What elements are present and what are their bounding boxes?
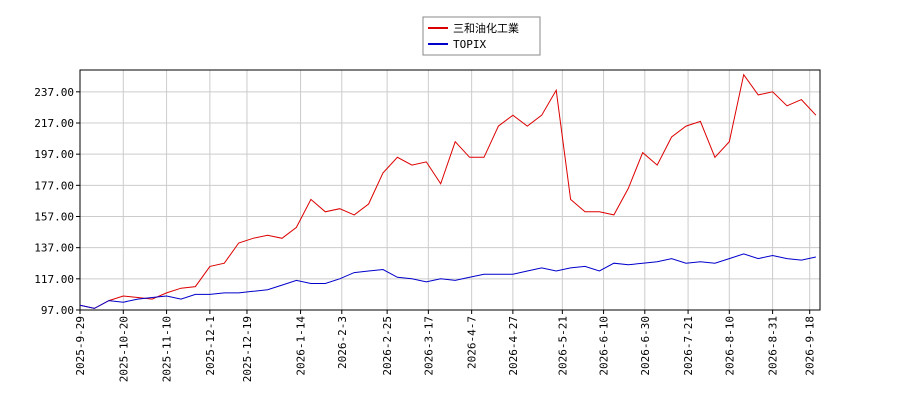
series-line bbox=[79, 253, 817, 309]
plot-frame bbox=[79, 69, 821, 311]
x-tick-label: 2026-8-10 bbox=[723, 316, 736, 376]
y-tick-label: 217.00 bbox=[34, 117, 74, 130]
x-tick-label: 2026-4-27 bbox=[507, 316, 520, 376]
y-tick-label: 197.00 bbox=[34, 148, 74, 161]
x-tick-label: 2026-2-3 bbox=[336, 316, 349, 369]
x-tick-label: 2025-10-20 bbox=[117, 316, 130, 382]
x-tick-label: 2026-2-25 bbox=[381, 316, 394, 376]
x-tick-label: 2025-11-10 bbox=[161, 316, 174, 382]
x-tick-label: 2025-12-1 bbox=[204, 316, 217, 376]
x-tick-label: 2026-1-14 bbox=[295, 316, 308, 376]
x-tick-label: 2025-9-29 bbox=[74, 316, 87, 376]
x-tick-label: 2026-6-30 bbox=[639, 316, 652, 376]
legend-label: TOPIX bbox=[453, 38, 486, 51]
x-tick-label: 2025-12-19 bbox=[241, 316, 254, 382]
x-tick-label: 2026-3-17 bbox=[422, 316, 435, 376]
y-tick-label: 117.00 bbox=[34, 273, 74, 286]
x-tick-label: 2026-6-10 bbox=[598, 316, 611, 376]
legend-box bbox=[422, 16, 541, 56]
legend-label: 三和油化工業 bbox=[453, 21, 519, 35]
y-tick-label: 97.00 bbox=[41, 304, 74, 317]
x-tick-label: 2026-4-7 bbox=[466, 316, 479, 369]
y-tick-label: 237.00 bbox=[34, 86, 74, 99]
y-tick-label: 157.00 bbox=[34, 210, 74, 223]
x-tick-label: 2026-5-21 bbox=[556, 316, 569, 376]
y-tick-label: 177.00 bbox=[34, 179, 74, 192]
x-tick-label: 2026-8-31 bbox=[767, 316, 780, 376]
x-tick-label: 2026-9-18 bbox=[804, 316, 817, 376]
y-tick-label: 137.00 bbox=[34, 242, 74, 255]
series-line bbox=[79, 73, 817, 309]
x-tick-label: 2026-7-21 bbox=[682, 316, 695, 376]
